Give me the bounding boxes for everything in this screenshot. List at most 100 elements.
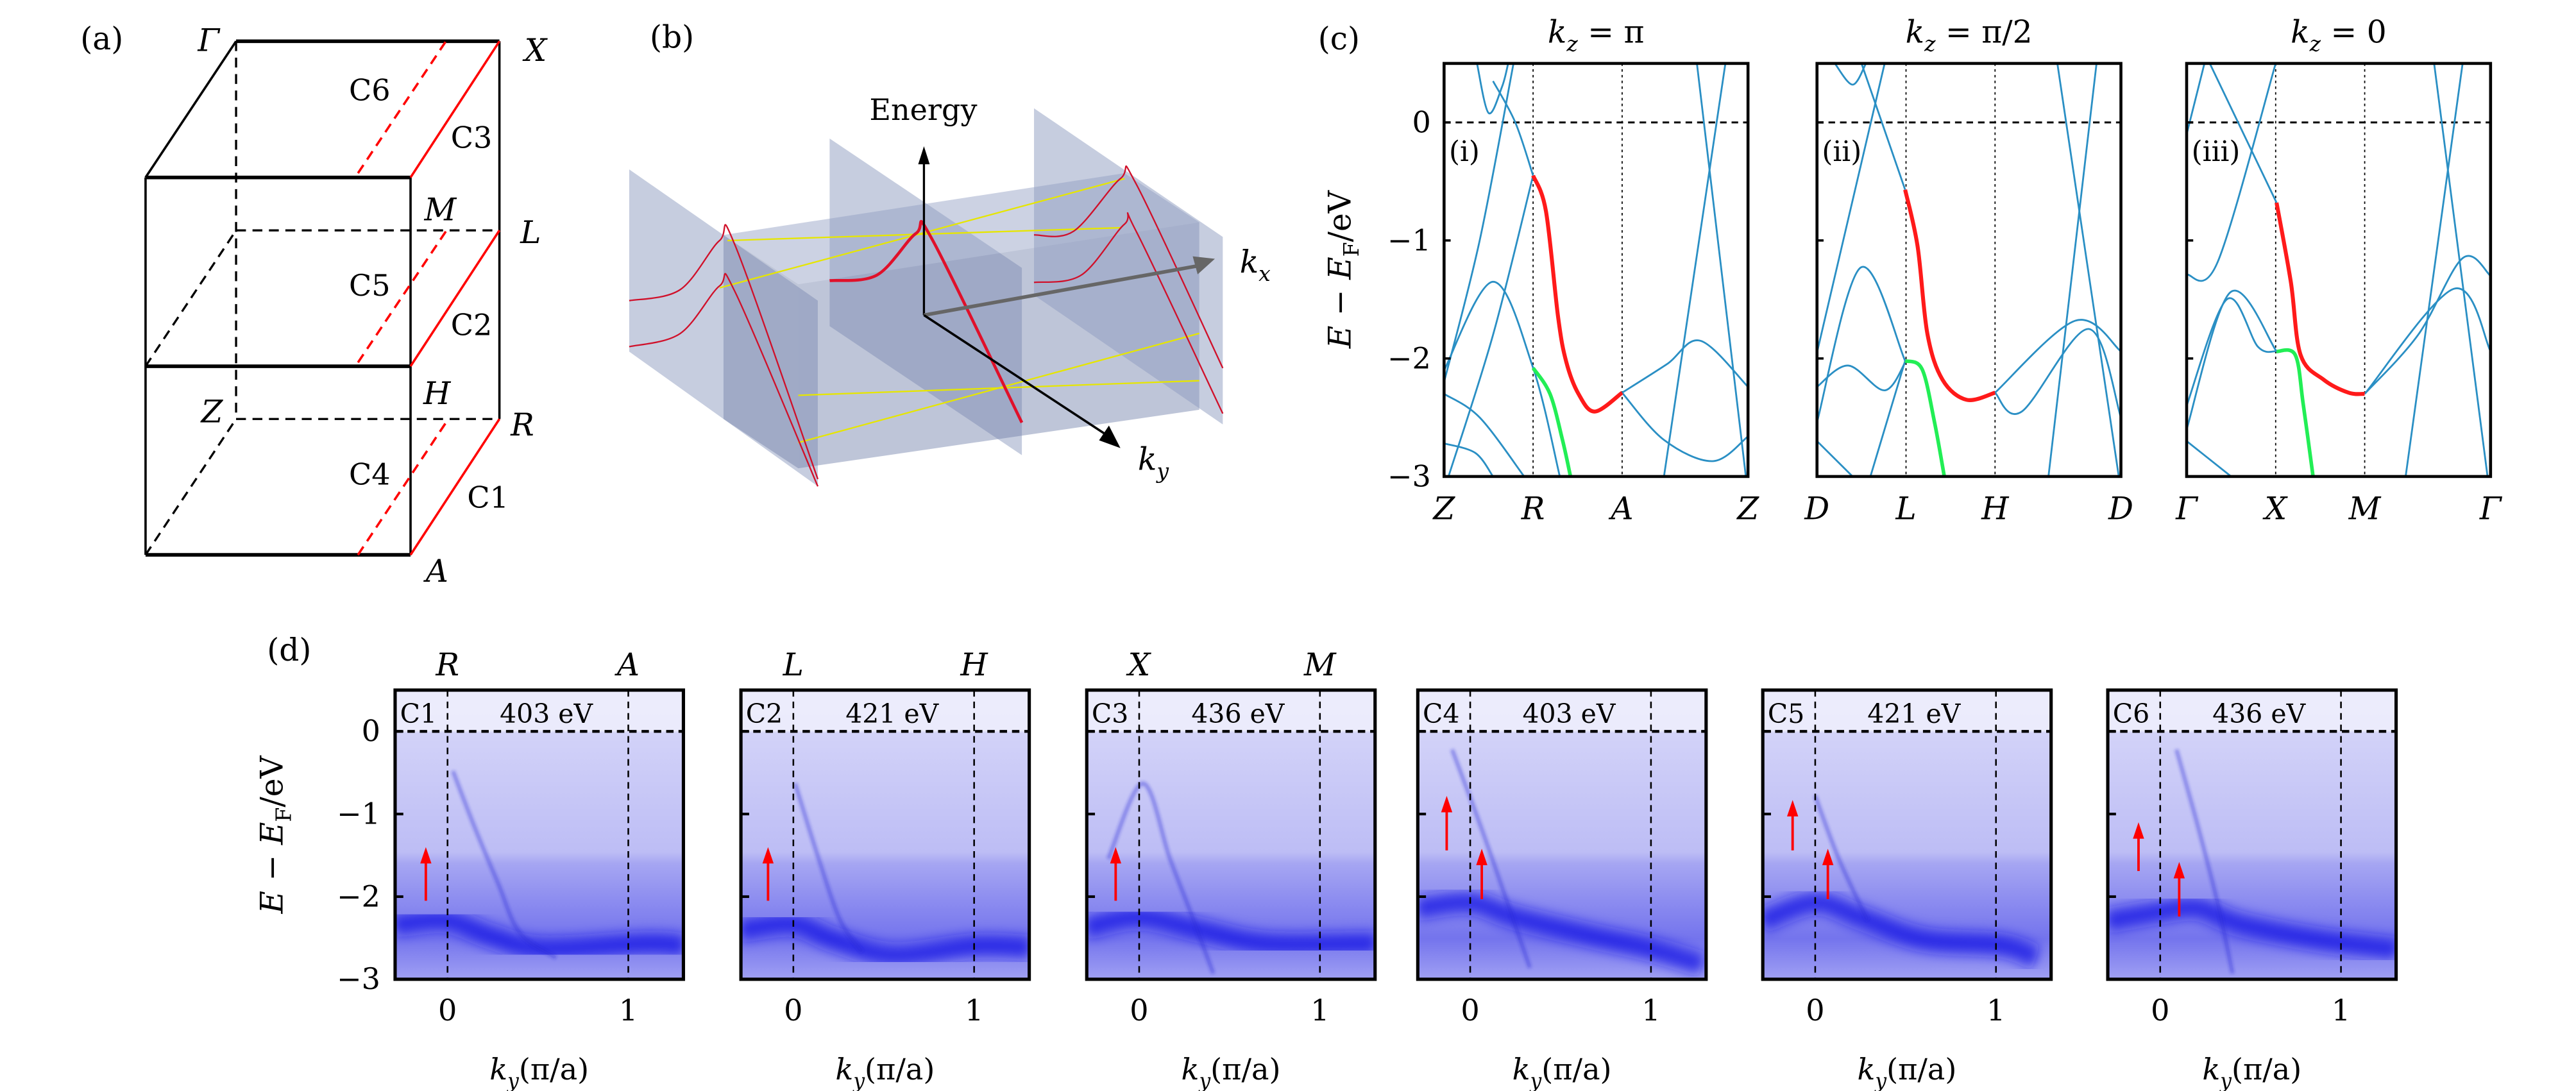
x-tick-label: Z xyxy=(1432,491,1455,527)
band-line xyxy=(1447,175,1534,477)
panel-tag-d: (d) xyxy=(267,632,311,668)
plot-frame xyxy=(2106,688,2398,981)
cut-label-C3: C3 xyxy=(451,121,493,155)
highlighted-band-red xyxy=(1531,174,1623,414)
x-axis-label: ky(π/a) xyxy=(2202,1052,2301,1091)
x-tick-label: D xyxy=(1804,491,1829,527)
kx-energy-plane xyxy=(829,138,1022,455)
plot-frame xyxy=(393,688,686,981)
x-tick-label: X xyxy=(2262,491,2288,527)
highlighted-band-red xyxy=(2275,202,2365,396)
x-axis-label: ky(π/a) xyxy=(1182,1052,1281,1091)
dispersing-band xyxy=(1450,748,1532,968)
band-line xyxy=(2186,297,2276,406)
band-line xyxy=(2186,63,2277,282)
band-line xyxy=(1492,80,1534,176)
band-dispersion-curve xyxy=(629,273,819,487)
y-tick-label: 0 xyxy=(362,714,380,748)
cut-label: C1 xyxy=(400,698,437,729)
label-subscript: y xyxy=(1155,458,1169,483)
band-line xyxy=(1869,360,1906,477)
cut-line-C3 xyxy=(409,40,501,178)
point-label-R: R xyxy=(510,407,534,443)
ky-axis-arrow xyxy=(923,314,1108,437)
label-main: E − E xyxy=(255,822,291,915)
above-fermi-region xyxy=(394,689,684,732)
arpes-chart-C6: C6 436 eV 0 1 ky(π/a) xyxy=(2106,688,2398,1091)
y-tick-label: −1 xyxy=(337,797,380,831)
kx-energy-plane xyxy=(629,169,818,487)
label-tail: /eV xyxy=(1322,190,1358,242)
label-main: k xyxy=(2202,1052,2220,1087)
band-line xyxy=(1444,63,1514,383)
cut-label-C2: C2 xyxy=(451,308,493,343)
label-tail: (π/a) xyxy=(1210,1052,1280,1087)
x-tick-label: D xyxy=(2108,491,2133,527)
arrowhead-icon xyxy=(918,146,930,165)
plot-frame xyxy=(739,688,1031,981)
energy-axis-label: Energy xyxy=(869,92,977,127)
x-tick-label: Z xyxy=(1736,491,1759,527)
plot-frame xyxy=(2185,62,2493,478)
band-line xyxy=(1444,443,1494,477)
x-tick-label: L xyxy=(1895,491,1916,527)
x-tick-label: 1 xyxy=(619,993,638,1028)
plot-frame xyxy=(1416,688,1708,981)
photon-energy-label: 421 eV xyxy=(845,698,939,729)
label-tail: (π/a) xyxy=(865,1052,935,1087)
panel-tag-b: (b) xyxy=(650,19,694,55)
cut-label: C3 xyxy=(1092,698,1128,729)
band-line xyxy=(2186,63,2206,135)
label-tail: (π/a) xyxy=(1886,1052,1956,1087)
point-label-Gamma: Γ xyxy=(197,22,221,58)
high-symmetry-point-label: M xyxy=(1303,647,1337,683)
label-subscript: z xyxy=(2309,31,2321,56)
subpanel-tag: (ii) xyxy=(1822,136,1861,168)
photon-energy-label: 436 eV xyxy=(2212,698,2306,729)
intensity-map xyxy=(394,689,684,979)
high-symmetry-point-label: H xyxy=(960,647,988,683)
cut-label-C4: C4 xyxy=(349,457,391,492)
x-tick-label: 0 xyxy=(784,993,802,1028)
point-label-X: X xyxy=(522,33,548,69)
arpes-chart-C4: C4 403 eV 0 1 ky(π/a) xyxy=(1416,688,1708,1091)
high-symmetry-point-label: X xyxy=(1126,647,1152,683)
band-line xyxy=(1444,280,1561,477)
plot-area xyxy=(1444,63,1749,477)
panel-a-brillouin-zone: (a) Γ X M L H Z R A C6 C3 C5 C2 C4 C1 xyxy=(80,21,548,589)
arrowhead-icon xyxy=(1786,800,1799,816)
arrowhead-icon xyxy=(2173,861,2185,879)
fermi-contour-line xyxy=(798,332,1199,444)
plot-frame xyxy=(1815,62,2123,478)
label-tail: = 0 xyxy=(2321,15,2387,51)
x-tick-label: M xyxy=(2348,491,2382,527)
kx-energy-plane xyxy=(1034,108,1223,425)
band-line xyxy=(2364,287,2491,395)
intensity-map xyxy=(741,689,1030,979)
chart-title: kz = π/2 xyxy=(1906,15,2033,56)
x-tick-label: R xyxy=(1521,491,1545,527)
intensity-band xyxy=(741,918,1030,961)
y-tick-label: −3 xyxy=(337,961,380,996)
dispersing-band xyxy=(1813,795,1870,922)
arrowhead-icon xyxy=(1110,847,1122,864)
arrowhead-icon xyxy=(1099,425,1121,448)
arrowhead-icon xyxy=(420,847,432,864)
highlighted-band-green xyxy=(1531,367,1573,477)
intensity-map xyxy=(1763,689,2051,979)
intensity-map xyxy=(1418,689,1706,979)
y-axis-label-c: E − EF/eV xyxy=(1322,190,1364,349)
band-line xyxy=(1622,339,1749,394)
cut-label: C6 xyxy=(2113,698,2149,729)
highlighted-band-red xyxy=(1903,189,1996,402)
label-subscript: y xyxy=(2219,1070,2232,1091)
band-line xyxy=(2364,255,2491,395)
x-tick-label: 1 xyxy=(1987,993,2005,1028)
x-axis-label: ky(π/a) xyxy=(1857,1052,1956,1091)
label-subscript: y xyxy=(1874,1070,1887,1091)
chart-title: kz = 0 xyxy=(2291,15,2387,56)
arrowhead-icon xyxy=(2133,822,2144,839)
